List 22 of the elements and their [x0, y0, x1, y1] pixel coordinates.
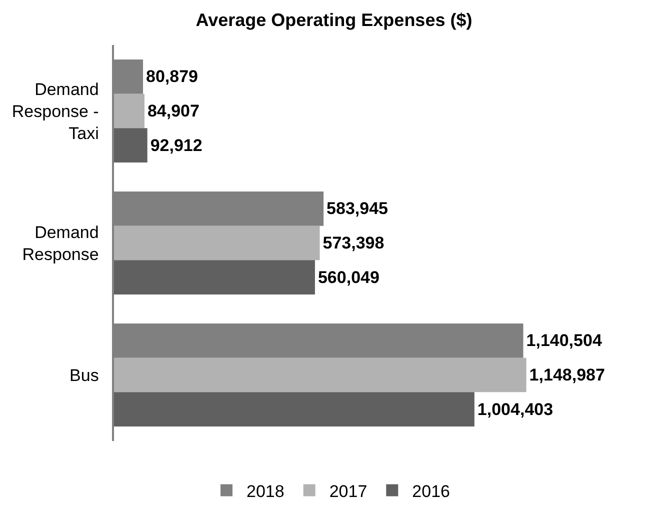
y-tick-label: Demand Response - Taxi — [12, 80, 99, 144]
data-label: 80,879 — [146, 67, 198, 86]
data-label: 92,912 — [150, 136, 202, 155]
bar — [114, 128, 148, 162]
legend-label: 2016 — [412, 482, 450, 501]
legend-label: 2017 — [329, 482, 368, 501]
y-tick-label: Bus — [70, 366, 99, 385]
data-label: 1,140,504 — [526, 331, 602, 350]
data-label: 573,398 — [322, 234, 384, 252]
bar — [114, 358, 526, 392]
legend-label: 2018 — [246, 482, 284, 501]
bar — [114, 392, 474, 426]
bar — [114, 260, 315, 294]
data-label: 84,907 — [147, 102, 200, 120]
y-tick-label: Demand Response — [22, 222, 99, 264]
bar — [114, 94, 144, 128]
bar — [114, 226, 320, 260]
chart-title: Average Operating Expenses ($) — [196, 10, 472, 30]
data-label: 1,148,987 — [529, 366, 605, 384]
data-label: 560,049 — [318, 268, 380, 287]
data-label: 1,004,403 — [477, 400, 554, 419]
data-label: 583,945 — [326, 199, 388, 218]
